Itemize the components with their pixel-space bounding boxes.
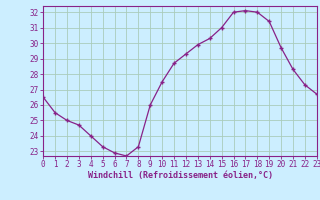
X-axis label: Windchill (Refroidissement éolien,°C): Windchill (Refroidissement éolien,°C) [87, 171, 273, 180]
